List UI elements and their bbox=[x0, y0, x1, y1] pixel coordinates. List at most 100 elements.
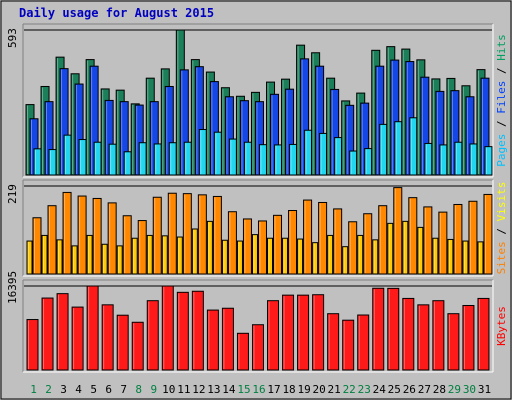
bar-kbytes bbox=[56, 293, 69, 371]
bar-visits bbox=[41, 234, 48, 275]
bar-sites bbox=[242, 218, 252, 275]
bar-kbytes bbox=[432, 300, 445, 371]
bar-sites bbox=[182, 193, 192, 275]
day-label: 27 bbox=[418, 383, 431, 396]
day-label: 6 bbox=[105, 383, 112, 396]
bar-visits bbox=[447, 238, 454, 275]
bar-visits bbox=[387, 222, 394, 275]
bar-kbytes bbox=[251, 324, 264, 371]
bar-sites bbox=[438, 211, 448, 275]
ymax-label: 16395 bbox=[6, 271, 19, 304]
day-label: 16 bbox=[252, 383, 265, 396]
bar-sites bbox=[77, 195, 87, 275]
bar-sites bbox=[378, 205, 388, 275]
bar-sites bbox=[107, 202, 117, 275]
bar-kbytes bbox=[312, 294, 325, 371]
bar-sites bbox=[47, 205, 57, 275]
day-label: 23 bbox=[358, 383, 371, 396]
legend-hits-files-pages: Pages / Files / Hits bbox=[495, 34, 508, 167]
legend-item-hits: Hits bbox=[495, 34, 508, 61]
bar-kbytes bbox=[221, 307, 234, 371]
bar-sites bbox=[167, 192, 177, 275]
day-label: 5 bbox=[90, 383, 97, 396]
bar-kbytes bbox=[206, 309, 219, 371]
day-label: 29 bbox=[448, 383, 461, 396]
bar-visits bbox=[191, 228, 198, 275]
bar-visits bbox=[417, 226, 424, 275]
bar-visits bbox=[116, 245, 123, 275]
bar-visits bbox=[71, 245, 78, 275]
bar-kbytes bbox=[282, 294, 295, 371]
bar-kbytes bbox=[327, 313, 340, 371]
bar-sites bbox=[333, 208, 343, 275]
bar-sites bbox=[197, 194, 207, 275]
bar-kbytes bbox=[101, 304, 114, 371]
legend-item-visits: Visits bbox=[495, 182, 508, 222]
day-label: 22 bbox=[343, 383, 356, 396]
bar-sites bbox=[288, 210, 298, 275]
bar-kbytes bbox=[477, 297, 490, 371]
day-label: 4 bbox=[75, 383, 82, 396]
legend-separator: / bbox=[495, 114, 508, 134]
day-label: 25 bbox=[388, 383, 401, 396]
bar-kbytes bbox=[462, 304, 475, 371]
bar-kbytes bbox=[297, 294, 310, 371]
day-label: 28 bbox=[433, 383, 446, 396]
bar-kbytes bbox=[357, 314, 370, 371]
bar-sites bbox=[92, 197, 102, 275]
bar-kbytes bbox=[267, 300, 280, 371]
chart-panels: 593 Pages / Files / Hits 219 Sites / Visits… bbox=[6, 23, 508, 373]
bar-kbytes bbox=[131, 321, 144, 371]
bar-kbytes bbox=[146, 300, 159, 371]
bar-sites bbox=[152, 196, 162, 275]
legend-visits-sites: Sites / Visits bbox=[495, 182, 508, 275]
bar-visits bbox=[161, 235, 168, 275]
bar-visits bbox=[342, 246, 349, 275]
bar-visits bbox=[86, 234, 93, 275]
bar-visits bbox=[372, 239, 379, 275]
bar-sites bbox=[212, 195, 222, 275]
bar-pages bbox=[484, 146, 493, 176]
bar-kbytes bbox=[447, 313, 460, 371]
bar-kbytes bbox=[191, 290, 204, 371]
bar-visits bbox=[312, 242, 319, 275]
legend-separator: / bbox=[495, 61, 508, 81]
bar-sites bbox=[62, 191, 72, 275]
bar-visits bbox=[327, 234, 334, 275]
legend-item-kbytes: KBytes bbox=[495, 306, 508, 346]
day-label: 18 bbox=[282, 383, 295, 396]
legend-item-files: Files bbox=[495, 81, 508, 114]
day-label: 8 bbox=[135, 383, 142, 396]
bar-sites bbox=[453, 203, 463, 275]
day-label: 26 bbox=[403, 383, 416, 396]
panel-hits-files-pages: 593 Pages / Files / Hits bbox=[6, 23, 508, 178]
bar-visits bbox=[176, 236, 183, 275]
bar-sites bbox=[227, 211, 237, 275]
day-label: 13 bbox=[207, 383, 220, 396]
bar-visits bbox=[357, 234, 364, 275]
bar-sites bbox=[423, 206, 433, 275]
legend-kbytes: KBytes bbox=[495, 306, 508, 346]
bar-visits bbox=[101, 243, 108, 275]
day-label: 12 bbox=[192, 383, 205, 396]
bar-visits bbox=[236, 240, 243, 275]
bar-sites bbox=[32, 217, 42, 275]
legend-separator: / bbox=[495, 221, 508, 241]
bar-visits bbox=[297, 238, 304, 275]
day-labels: 1 2 3 4 5 6 7 8 9 10 11 12 13 14 15 16 17 18 19 20 21 22 23 24 2… bbox=[30, 383, 491, 396]
day-label: 9 bbox=[150, 383, 157, 396]
bar-kbytes bbox=[41, 297, 54, 371]
day-label: 11 bbox=[177, 383, 190, 396]
bar-kbytes bbox=[26, 319, 39, 371]
bar-kbytes bbox=[71, 306, 84, 371]
bar-visits bbox=[56, 239, 63, 275]
day-label: 21 bbox=[328, 383, 341, 396]
bar-sites bbox=[483, 193, 493, 275]
bar-sites bbox=[257, 220, 267, 275]
bar-kbytes bbox=[342, 319, 355, 371]
bar-kbytes bbox=[161, 285, 174, 371]
bar-visits bbox=[462, 240, 469, 275]
